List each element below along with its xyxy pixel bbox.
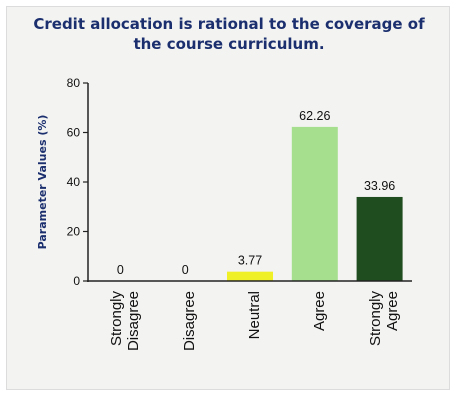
bar-2 <box>227 271 273 281</box>
category-label-2-line-0: Neutral <box>246 291 263 339</box>
chart-title: Credit allocation is rational to the cov… <box>0 14 458 54</box>
y-tick-label-0: 0 <box>73 274 80 288</box>
bar-3 <box>291 126 338 282</box>
category-label-1: Disagree <box>181 291 198 351</box>
y-tick-label-2: 40 <box>67 175 81 189</box>
data-label-3: 62.26 <box>299 109 330 123</box>
data-label-1: 0 <box>182 263 189 277</box>
data-label-2: 3.77 <box>238 254 262 268</box>
category-label-1-line-0: Disagree <box>181 291 198 351</box>
category-label-0-line-0: Strongly <box>108 291 125 347</box>
y-tick-label-3: 60 <box>67 126 81 140</box>
bar-4 <box>356 196 403 281</box>
category-label-3-line-0: Agree <box>311 291 328 331</box>
data-label-4: 33.96 <box>364 179 395 193</box>
category-label-4: Strongly Agree <box>367 291 401 347</box>
chart-title-line-1: Credit allocation is rational to the cov… <box>33 15 425 33</box>
y-tick-label-1: 20 <box>67 225 81 239</box>
bars <box>227 126 403 282</box>
y-axis-ticks: 0 20 40 60 80 <box>67 76 88 288</box>
data-label-0: 0 <box>117 263 124 277</box>
y-axis-title: Parameter Values (%) <box>36 115 49 250</box>
category-label-4-line-1: Agree <box>384 291 401 331</box>
category-label-3: Agree <box>311 291 328 331</box>
category-label-0-line-1: Disagree <box>125 291 142 351</box>
category-label-4-line-0: Strongly <box>367 291 384 347</box>
chart-title-line-2: the course curriculum. <box>133 35 325 53</box>
category-label-2: Neutral <box>246 291 263 339</box>
category-label-0: Strongly Disagree <box>108 291 142 352</box>
y-tick-label-4: 80 <box>67 76 81 90</box>
category-labels: Strongly Disagree Disagree Neutral Agree Stro… <box>108 291 401 352</box>
axes <box>87 83 412 282</box>
data-labels: 0 0 3.77 62.26 33.96 <box>117 109 395 277</box>
